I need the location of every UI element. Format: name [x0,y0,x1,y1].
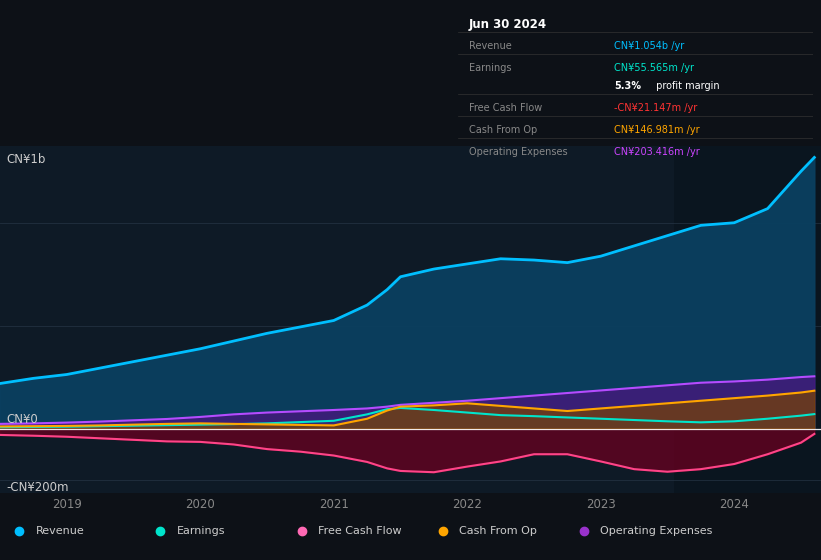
Text: Operating Expenses: Operating Expenses [600,526,713,535]
Text: CN¥1b: CN¥1b [7,153,46,166]
Text: Cash From Op: Cash From Op [459,526,537,535]
Text: CN¥55.565m /yr: CN¥55.565m /yr [614,63,695,73]
Text: CN¥203.416m /yr: CN¥203.416m /yr [614,147,700,157]
Text: Free Cash Flow: Free Cash Flow [318,526,401,535]
Text: Earnings: Earnings [177,526,225,535]
Text: CN¥0: CN¥0 [7,413,39,427]
Text: Operating Expenses: Operating Expenses [469,147,567,157]
Text: 5.3%: 5.3% [614,81,641,91]
Text: Jun 30 2024: Jun 30 2024 [469,17,547,31]
Text: -CN¥21.147m /yr: -CN¥21.147m /yr [614,102,697,113]
Text: -CN¥200m: -CN¥200m [7,481,69,494]
Bar [674,146,821,493]
Text: CN¥1.054b /yr: CN¥1.054b /yr [614,41,685,51]
Text: Earnings: Earnings [469,63,511,73]
Text: Revenue: Revenue [469,41,511,51]
Text: Revenue: Revenue [35,526,85,535]
Text: Cash From Op: Cash From Op [469,125,537,134]
Text: Free Cash Flow: Free Cash Flow [469,102,542,113]
Text: profit margin: profit margin [654,81,720,91]
Text: CN¥146.981m /yr: CN¥146.981m /yr [614,125,699,134]
